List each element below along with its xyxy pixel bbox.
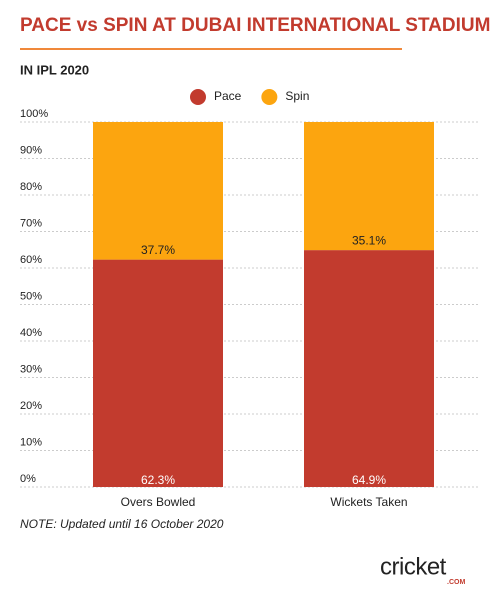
- x-tick-label: Overs Bowled: [121, 495, 196, 509]
- value-label: 62.3%: [141, 473, 175, 487]
- y-tick-label: 100%: [20, 108, 48, 120]
- y-tick-label: 10%: [20, 436, 42, 448]
- y-tick-label: 40%: [20, 327, 42, 339]
- value-label: 37.7%: [141, 243, 175, 257]
- y-tick-label: 50%: [20, 290, 42, 302]
- value-label: 35.1%: [352, 233, 386, 247]
- x-tick-label: Wickets Taken: [330, 495, 407, 509]
- y-tick-label: 30%: [20, 363, 42, 375]
- y-tick-label: 0%: [20, 473, 36, 485]
- bar-segment: [304, 250, 434, 487]
- legend-swatch: [190, 89, 206, 105]
- legend-swatch: [261, 89, 278, 105]
- y-tick-label: 80%: [20, 181, 42, 193]
- value-label: 64.9%: [352, 473, 386, 487]
- logo-suffix: .COM: [447, 579, 465, 586]
- y-tick-label: 70%: [20, 217, 42, 229]
- y-tick-label: 90%: [20, 144, 42, 156]
- y-tick-label: 20%: [20, 400, 42, 412]
- y-tick-label: 60%: [20, 254, 42, 266]
- chart-title: PACE vs SPIN AT DUBAI INTERNATIONAL STAD…: [20, 15, 490, 36]
- bar-segment: [93, 122, 223, 260]
- bar-segment: [304, 122, 434, 251]
- legend-label: Spin: [285, 89, 309, 103]
- logo-name: cricket: [380, 553, 447, 580]
- legend-label: Pace: [214, 89, 242, 103]
- note: NOTE: Updated until 16 October 2020: [20, 517, 224, 531]
- bar-segment: [93, 259, 223, 487]
- subtitle: IN IPL 2020: [20, 62, 89, 77]
